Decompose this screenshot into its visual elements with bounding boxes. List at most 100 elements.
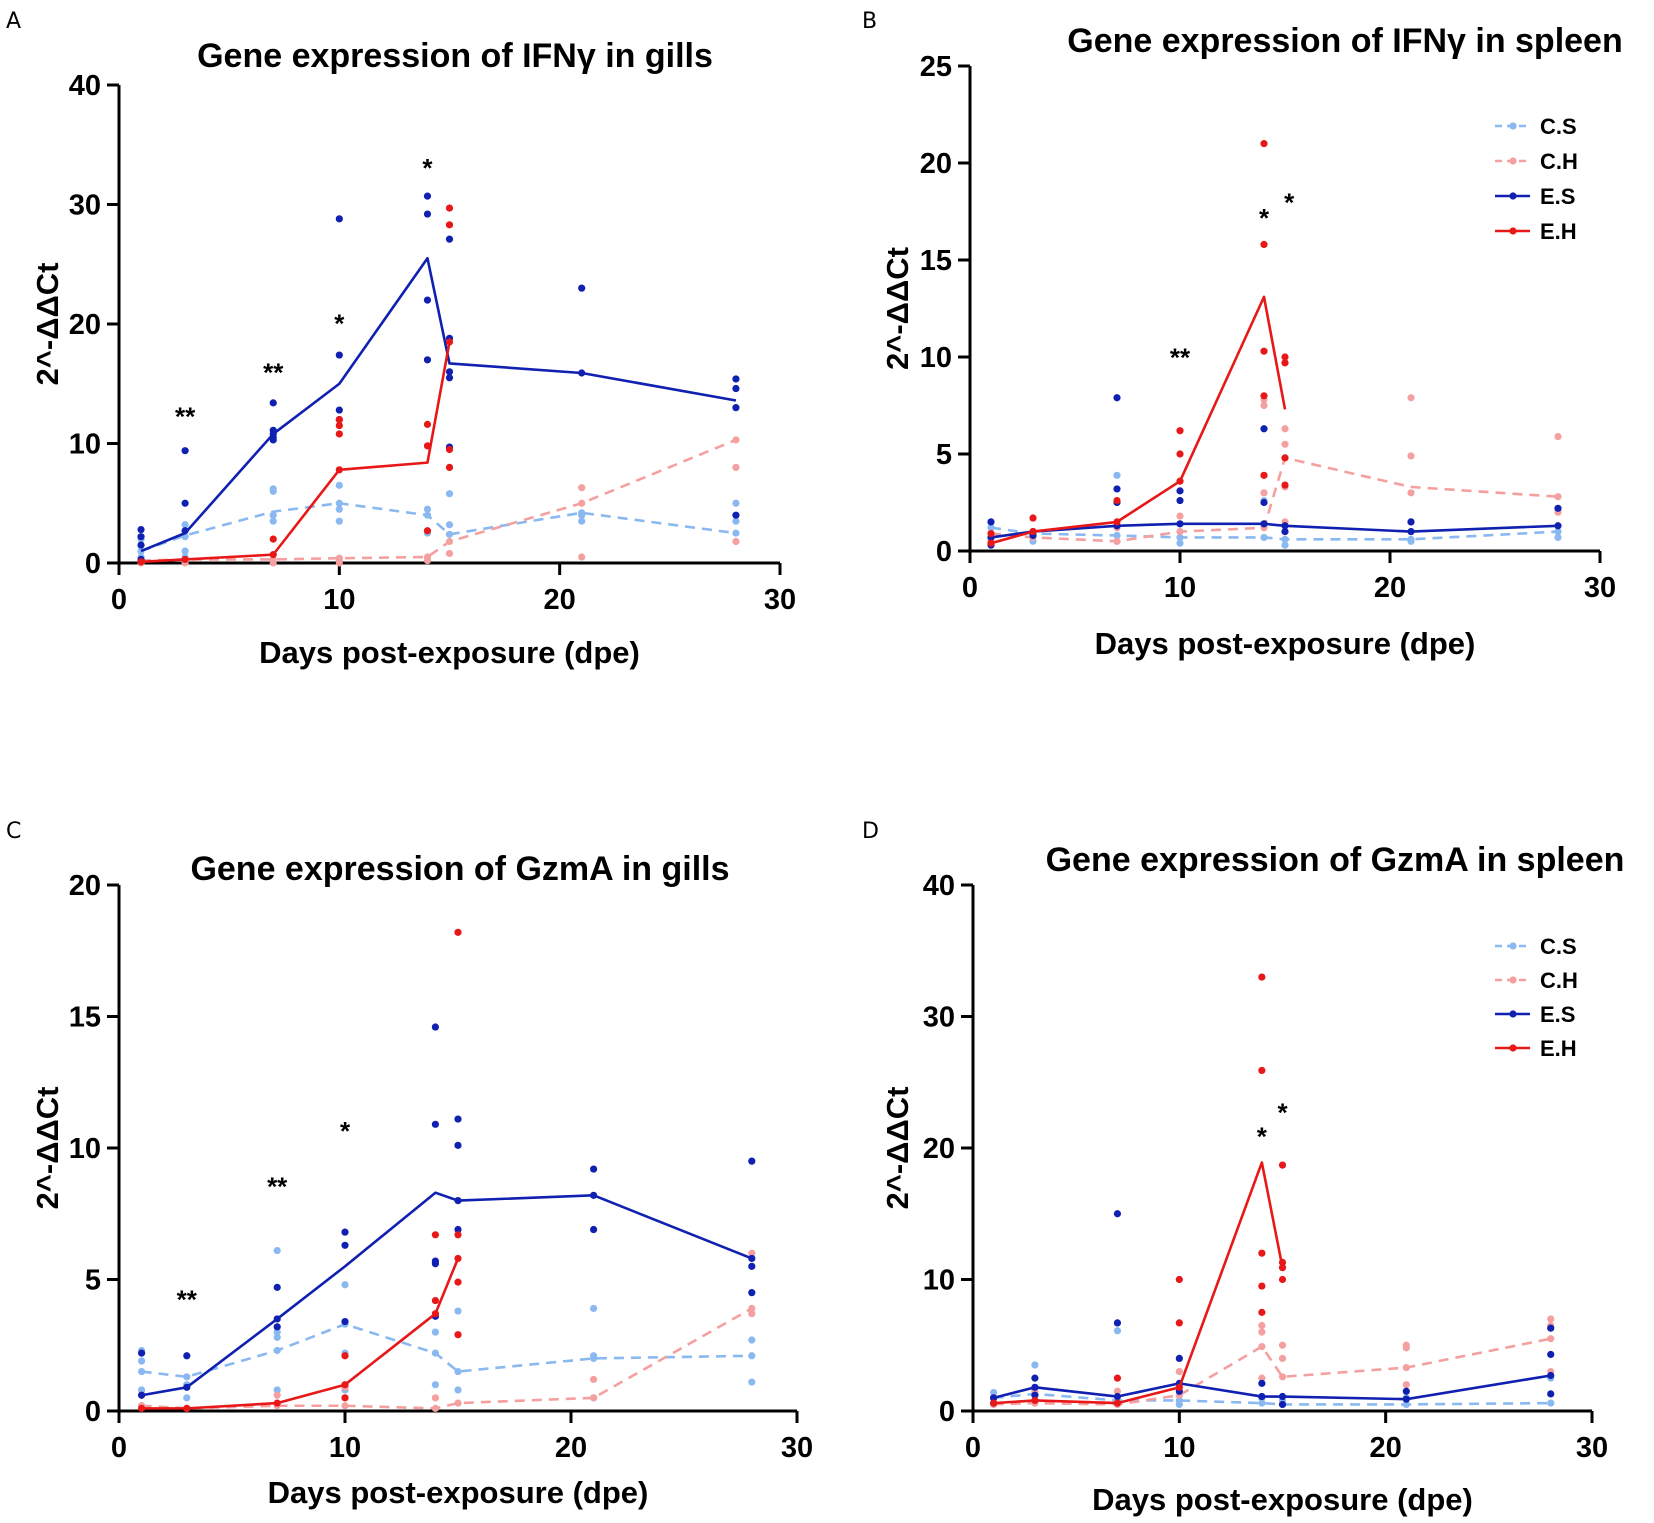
data-point — [335, 517, 343, 525]
data-point — [1260, 401, 1268, 410]
data-point — [431, 1023, 439, 1031]
x-tick-label: 0 — [962, 572, 978, 604]
data-point — [1113, 1319, 1122, 1327]
data-point — [445, 235, 454, 243]
data-point — [1113, 1374, 1122, 1382]
data-point — [578, 284, 586, 292]
data-point — [431, 1231, 439, 1239]
data-point — [335, 430, 343, 438]
series-eh — [987, 140, 1289, 547]
data-point — [335, 421, 343, 430]
data-point — [183, 1373, 191, 1381]
data-point — [445, 549, 454, 558]
legend-marker — [1509, 942, 1517, 950]
data-point — [138, 1357, 146, 1365]
data-point — [1113, 1210, 1122, 1218]
significance-marker: * — [1257, 1121, 1268, 1151]
legend-marker — [1509, 976, 1517, 984]
data-point — [269, 436, 277, 444]
data-point — [137, 541, 145, 549]
data-point — [1554, 432, 1562, 441]
series-eh — [990, 973, 1287, 1407]
data-point — [445, 490, 454, 498]
series-ch — [138, 1249, 756, 1412]
data-point — [1113, 1387, 1122, 1395]
data-point — [454, 1231, 462, 1239]
series-eh — [137, 204, 454, 566]
significance-marker: ** — [263, 357, 284, 387]
data-point — [335, 406, 343, 414]
data-point — [987, 529, 995, 538]
data-point — [335, 481, 343, 489]
data-point — [732, 404, 740, 412]
series-cs — [138, 1246, 756, 1410]
data-point — [1176, 487, 1184, 495]
legend-marker — [1509, 1044, 1517, 1052]
series-ch — [990, 1315, 1555, 1409]
series-line — [141, 1307, 753, 1410]
series-line — [140, 341, 451, 564]
data-point — [1260, 471, 1268, 479]
x-tick-label: 30 — [781, 1432, 813, 1464]
y-axis-label: 2^-ΔΔCt — [880, 247, 915, 370]
panel-a: A Gene expression of IFNγ in gills Days po… — [6, 9, 796, 670]
data-point — [1547, 1399, 1555, 1407]
legend-label: C.S — [1540, 934, 1577, 959]
data-point — [454, 1115, 462, 1123]
data-point — [1258, 1328, 1266, 1336]
x-axis-label: Days post-exposure (dpe) — [268, 1475, 649, 1510]
x-tick-label: 10 — [1164, 572, 1196, 604]
data-point — [138, 1349, 146, 1357]
data-point — [990, 1388, 998, 1397]
data-point — [1260, 425, 1268, 433]
series-line — [141, 1191, 753, 1397]
data-point — [273, 1323, 281, 1331]
x-tick-label: 10 — [1163, 1432, 1195, 1464]
data-point — [748, 1336, 756, 1344]
data-point — [1258, 1374, 1266, 1382]
panel-letter: D — [862, 819, 879, 844]
data-point — [1407, 537, 1415, 545]
y-tick-label: 5 — [85, 1265, 101, 1297]
data-point — [1176, 450, 1184, 458]
y-axis-label: 2^-ΔΔCt — [880, 1087, 915, 1210]
panel-d: D Gene expression of GzmA in spleen Days p… — [862, 819, 1624, 1517]
data-point — [1547, 1390, 1555, 1398]
data-point — [1554, 504, 1562, 512]
data-point — [1260, 347, 1268, 355]
data-point — [578, 517, 586, 525]
series-line — [990, 526, 1559, 541]
x-tick-label: 30 — [1576, 1432, 1608, 1464]
data-point — [423, 557, 432, 565]
legend-label: C.H — [1540, 149, 1578, 174]
data-point — [335, 505, 343, 513]
series-line — [990, 456, 1559, 543]
data-point — [181, 447, 189, 455]
data-point — [273, 1328, 281, 1336]
data-point — [1407, 452, 1415, 460]
x-tick-label: 30 — [764, 584, 796, 616]
panel-letter: B — [862, 9, 877, 34]
data-point — [1260, 140, 1268, 148]
data-point — [423, 296, 432, 304]
data-point — [732, 375, 740, 383]
data-point — [137, 525, 145, 534]
x-tick-label: 20 — [555, 1432, 587, 1464]
data-point — [445, 463, 454, 471]
data-point — [454, 1331, 462, 1339]
data-point — [431, 1120, 439, 1128]
series-line — [990, 295, 1287, 545]
data-point — [590, 1394, 598, 1402]
data-point — [445, 374, 454, 382]
data-point — [183, 1352, 191, 1360]
series-line — [993, 1374, 1551, 1401]
x-tick-label: 10 — [323, 584, 355, 616]
y-tick-label: 0 — [85, 548, 101, 580]
x-tick-label: 20 — [1370, 1432, 1402, 1464]
data-point — [1554, 493, 1562, 501]
data-point — [431, 1260, 439, 1268]
data-point — [454, 1307, 462, 1315]
significance-marker: ** — [177, 1284, 198, 1314]
data-point — [137, 558, 145, 566]
